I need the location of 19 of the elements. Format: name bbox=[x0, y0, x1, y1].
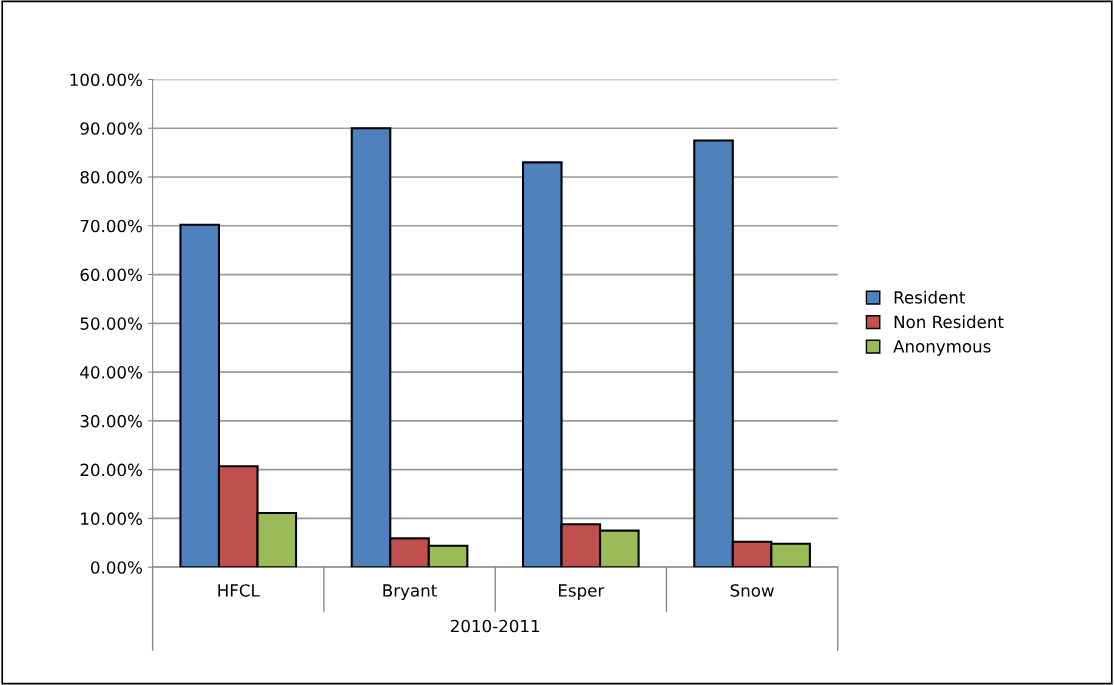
legend-label: Resident bbox=[894, 290, 966, 304]
legend-label: Anonymous bbox=[893, 340, 991, 356]
x-tick-label: HFCL bbox=[218, 584, 260, 597]
y-tick-label: 90.00% bbox=[80, 122, 142, 135]
y-tick-label: 40.00% bbox=[80, 366, 142, 379]
x-tick-label: Bryant bbox=[383, 584, 437, 600]
y-tick-label: 80.00% bbox=[80, 170, 142, 184]
y-tick-label: 60.00% bbox=[80, 268, 142, 282]
y-tick-label: 30.00% bbox=[80, 414, 142, 428]
y-tick-label: 20.00% bbox=[80, 463, 142, 477]
legend-label: Non Resident bbox=[894, 315, 1004, 329]
y-tick-label: 0.00% bbox=[91, 561, 142, 574]
x-tick-label: Snow bbox=[730, 584, 774, 597]
x-axis-title: 2010-2011 bbox=[450, 619, 540, 633]
y-tick-label: 50.00% bbox=[80, 317, 142, 330]
x-tick-label: Esper bbox=[559, 584, 605, 600]
y-tick-label: 100.00% bbox=[70, 73, 142, 87]
y-tick-label: 70.00% bbox=[80, 219, 142, 233]
y-tick-label: 10.00% bbox=[81, 512, 142, 525]
